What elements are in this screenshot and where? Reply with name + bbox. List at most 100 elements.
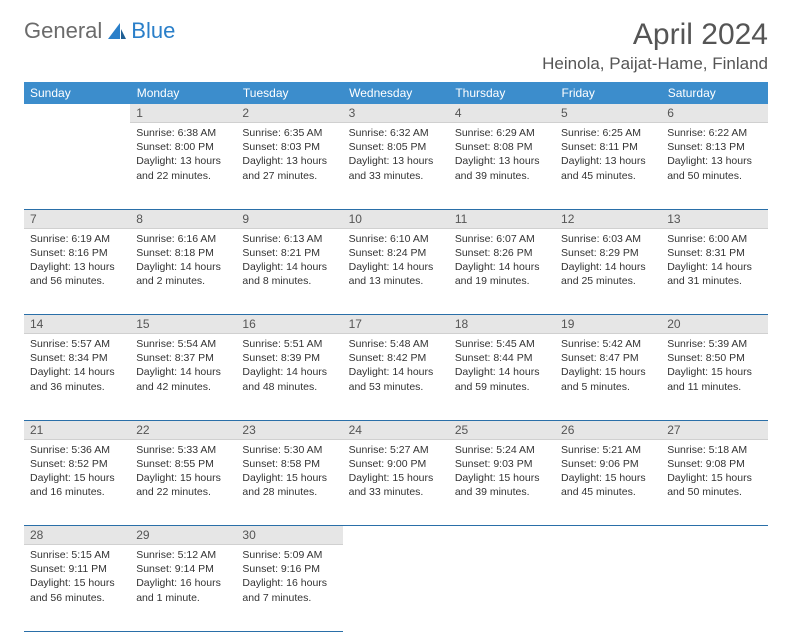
sunset-text: Sunset: 8:21 PM	[242, 246, 336, 260]
sunset-text: Sunset: 9:03 PM	[455, 457, 549, 471]
sunrise-text: Sunrise: 5:36 AM	[30, 443, 124, 457]
day-number-cell: 20	[661, 315, 767, 335]
day-content-cell: Sunrise: 5:15 AMSunset: 9:11 PMDaylight:…	[24, 545, 130, 631]
sunrise-text: Sunrise: 5:33 AM	[136, 443, 230, 457]
sunrise-text: Sunrise: 6:29 AM	[455, 126, 549, 140]
day-content-cell: Sunrise: 6:03 AMSunset: 8:29 PMDaylight:…	[555, 229, 661, 315]
sunrise-text: Sunrise: 6:03 AM	[561, 232, 655, 246]
sunrise-text: Sunrise: 5:54 AM	[136, 337, 230, 351]
day-details: Sunrise: 5:27 AMSunset: 9:00 PMDaylight:…	[343, 440, 449, 506]
sunset-text: Sunset: 8:29 PM	[561, 246, 655, 260]
location-text: Heinola, Paijat-Hame, Finland	[542, 54, 768, 74]
day-number-cell: 24	[343, 420, 449, 440]
daylight-text: Daylight: 14 hours and 13 minutes.	[349, 260, 443, 288]
day-content-cell: Sunrise: 5:33 AMSunset: 8:55 PMDaylight:…	[130, 440, 236, 526]
day-content-cell: Sunrise: 5:39 AMSunset: 8:50 PMDaylight:…	[661, 334, 767, 420]
day-number-cell: 13	[661, 209, 767, 229]
day-number-cell: 21	[24, 420, 130, 440]
day-details: Sunrise: 6:22 AMSunset: 8:13 PMDaylight:…	[661, 123, 767, 189]
title-block: April 2024 Heinola, Paijat-Hame, Finland	[542, 18, 768, 74]
daylight-text: Daylight: 15 hours and 22 minutes.	[136, 471, 230, 499]
day-details: Sunrise: 5:39 AMSunset: 8:50 PMDaylight:…	[661, 334, 767, 400]
sunrise-text: Sunrise: 6:22 AM	[667, 126, 761, 140]
sunset-text: Sunset: 8:00 PM	[136, 140, 230, 154]
sunset-text: Sunset: 9:08 PM	[667, 457, 761, 471]
daylight-text: Daylight: 16 hours and 1 minute.	[136, 576, 230, 604]
sunset-text: Sunset: 8:05 PM	[349, 140, 443, 154]
sunset-text: Sunset: 8:55 PM	[136, 457, 230, 471]
daylight-text: Daylight: 14 hours and 2 minutes.	[136, 260, 230, 288]
day-number: 17	[343, 315, 449, 334]
day-number-cell: 22	[130, 420, 236, 440]
day-number: 11	[449, 210, 555, 229]
day-content-cell: Sunrise: 5:57 AMSunset: 8:34 PMDaylight:…	[24, 334, 130, 420]
daylight-text: Daylight: 13 hours and 50 minutes.	[667, 154, 761, 182]
daylight-text: Daylight: 15 hours and 39 minutes.	[455, 471, 549, 499]
day-number: 27	[661, 421, 767, 440]
page-header: General Blue April 2024 Heinola, Paijat-…	[24, 18, 768, 74]
daynum-row: 2829300000	[24, 526, 768, 546]
day-number-cell: 2	[236, 104, 342, 123]
sunrise-text: Sunrise: 5:18 AM	[667, 443, 761, 457]
sunset-text: Sunset: 8:24 PM	[349, 246, 443, 260]
daycontent-row: Sunrise: 6:19 AMSunset: 8:16 PMDaylight:…	[24, 229, 768, 315]
sunset-text: Sunset: 9:16 PM	[242, 562, 336, 576]
day-number: 22	[130, 421, 236, 440]
day-number: 1	[130, 104, 236, 123]
daycontent-row: Sunrise: 5:15 AMSunset: 9:11 PMDaylight:…	[24, 545, 768, 631]
day-number-cell: 0	[449, 526, 555, 546]
day-details: Sunrise: 5:12 AMSunset: 9:14 PMDaylight:…	[130, 545, 236, 611]
day-number: 24	[343, 421, 449, 440]
daylight-text: Daylight: 13 hours and 27 minutes.	[242, 154, 336, 182]
sunrise-text: Sunrise: 6:07 AM	[455, 232, 549, 246]
daylight-text: Daylight: 13 hours and 33 minutes.	[349, 154, 443, 182]
day-number: 25	[449, 421, 555, 440]
day-number-cell: 15	[130, 315, 236, 335]
sunrise-text: Sunrise: 5:12 AM	[136, 548, 230, 562]
day-content-cell: Sunrise: 6:32 AMSunset: 8:05 PMDaylight:…	[343, 123, 449, 209]
sunset-text: Sunset: 8:13 PM	[667, 140, 761, 154]
day-number-cell: 1	[130, 104, 236, 123]
sunrise-text: Sunrise: 6:38 AM	[136, 126, 230, 140]
day-details: Sunrise: 6:38 AMSunset: 8:00 PMDaylight:…	[130, 123, 236, 189]
sunset-text: Sunset: 8:50 PM	[667, 351, 761, 365]
day-content-cell: Sunrise: 5:42 AMSunset: 8:47 PMDaylight:…	[555, 334, 661, 420]
weekday-header: Friday	[555, 82, 661, 104]
daynum-row: 0123456	[24, 104, 768, 123]
day-content-cell: Sunrise: 5:21 AMSunset: 9:06 PMDaylight:…	[555, 440, 661, 526]
daylight-text: Daylight: 14 hours and 25 minutes.	[561, 260, 655, 288]
day-number: 8	[130, 210, 236, 229]
day-number-cell: 11	[449, 209, 555, 229]
sunset-text: Sunset: 8:37 PM	[136, 351, 230, 365]
day-details: Sunrise: 6:29 AMSunset: 8:08 PMDaylight:…	[449, 123, 555, 189]
sunset-text: Sunset: 8:18 PM	[136, 246, 230, 260]
day-details: Sunrise: 6:00 AMSunset: 8:31 PMDaylight:…	[661, 229, 767, 295]
sunrise-text: Sunrise: 6:10 AM	[349, 232, 443, 246]
daylight-text: Daylight: 15 hours and 28 minutes.	[242, 471, 336, 499]
day-number-cell: 8	[130, 209, 236, 229]
day-number: 28	[24, 526, 130, 545]
day-number: 21	[24, 421, 130, 440]
daylight-text: Daylight: 14 hours and 8 minutes.	[242, 260, 336, 288]
day-number-cell: 28	[24, 526, 130, 546]
day-details: Sunrise: 5:24 AMSunset: 9:03 PMDaylight:…	[449, 440, 555, 506]
daylight-text: Daylight: 15 hours and 16 minutes.	[30, 471, 124, 499]
day-details: Sunrise: 5:15 AMSunset: 9:11 PMDaylight:…	[24, 545, 130, 611]
sunset-text: Sunset: 8:52 PM	[30, 457, 124, 471]
sunset-text: Sunset: 8:11 PM	[561, 140, 655, 154]
day-number: 2	[236, 104, 342, 123]
day-content-cell: Sunrise: 5:36 AMSunset: 8:52 PMDaylight:…	[24, 440, 130, 526]
day-number-cell: 0	[661, 526, 767, 546]
day-number-cell: 7	[24, 209, 130, 229]
daylight-text: Daylight: 13 hours and 39 minutes.	[455, 154, 549, 182]
day-content-cell: Sunrise: 5:51 AMSunset: 8:39 PMDaylight:…	[236, 334, 342, 420]
day-content-cell	[555, 545, 661, 631]
day-number: 10	[343, 210, 449, 229]
sunset-text: Sunset: 8:39 PM	[242, 351, 336, 365]
day-number: 7	[24, 210, 130, 229]
day-number-cell: 5	[555, 104, 661, 123]
day-number-cell: 16	[236, 315, 342, 335]
daylight-text: Daylight: 15 hours and 56 minutes.	[30, 576, 124, 604]
day-number-cell: 27	[661, 420, 767, 440]
day-content-cell	[343, 545, 449, 631]
